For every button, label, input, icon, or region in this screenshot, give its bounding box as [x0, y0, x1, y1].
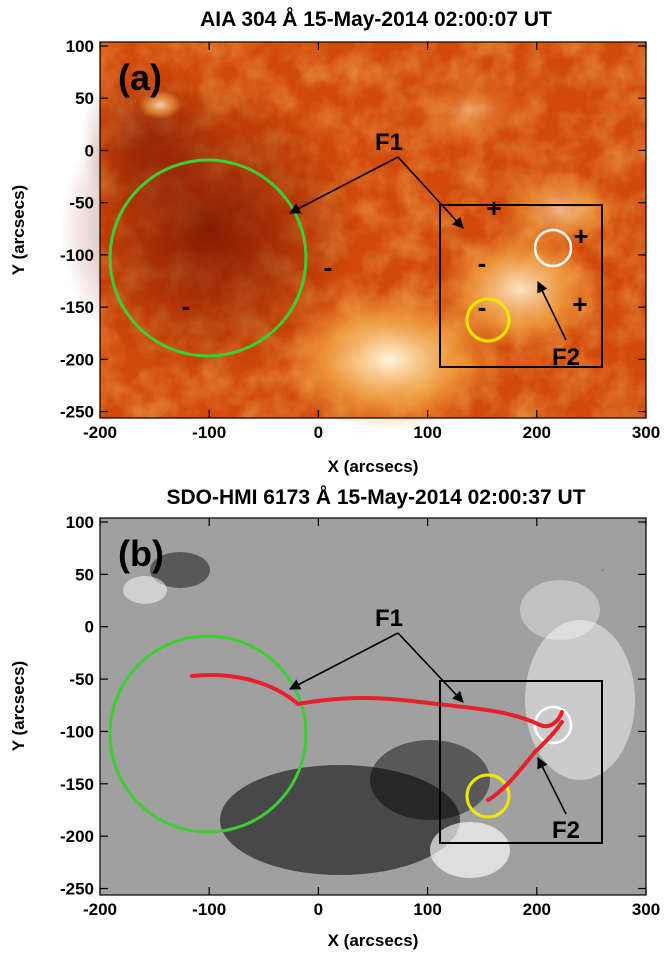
x-tick-label: 200	[523, 900, 551, 919]
panel-a-polarity-pos-2: +	[573, 221, 588, 251]
panel-b-f1-arrow-right	[397, 632, 464, 703]
y-tick-label: 0	[85, 618, 94, 637]
x-tick-label: -200	[83, 423, 117, 442]
panel-b-y-ticks: 100 50 0 -50 -100 -150 -200 -250	[60, 513, 646, 899]
y-tick-label: 100	[66, 513, 94, 532]
panel-b-x-axis-label: X (arcsecs)	[328, 931, 419, 950]
panel-b-filament-f1	[190, 673, 564, 729]
x-tick-label: 0	[314, 900, 323, 919]
panel-a-y-axis-label: Y (arcsecs)	[9, 185, 28, 275]
panel-a-polarity-neg-1: -	[182, 291, 191, 321]
x-tick-label: 100	[413, 423, 441, 442]
y-tick-label: -50	[69, 670, 94, 689]
y-tick-label: -150	[60, 775, 94, 794]
y-tick-label: -250	[60, 880, 94, 899]
y-tick-label: -250	[60, 403, 94, 422]
panel-a-f1-arrow-left	[289, 156, 399, 214]
y-tick-label: -150	[60, 298, 94, 317]
y-tick-label: 50	[75, 565, 94, 584]
x-tick-label: 200	[523, 423, 551, 442]
panel-b-title: SDO-HMI 6173 Å 15-May-2014 02:00:37 UT	[166, 485, 585, 509]
panel-b-f2-arrow	[537, 756, 567, 815]
panel-b-x-ticks: -200 -100 0 100 200 300	[83, 518, 660, 919]
panel-a-f1-arrow-right	[397, 156, 464, 229]
panel-a-f2-arrow	[537, 280, 567, 341]
x-tick-label: 300	[632, 423, 660, 442]
x-tick-label: -200	[83, 900, 117, 919]
y-tick-label: 50	[75, 89, 94, 108]
panel-a: AIA 304 Å 15-May-2014 02:00:07 UT (a) - …	[9, 7, 660, 476]
panel-b-green-circle	[108, 634, 308, 834]
panel-a-polarity-pos-3: +	[572, 289, 587, 319]
panel-a-frame	[99, 41, 647, 419]
panel-b-y-axis-label: Y (arcsecs)	[9, 661, 28, 751]
panel-a-y-ticks: 100 50 0 -50 -100 -150 -200 -250	[60, 37, 646, 422]
panel-a-f2-label: F2	[552, 344, 580, 371]
panel-b-f1-arrow-left	[289, 632, 399, 690]
x-tick-label: -100	[192, 900, 226, 919]
panel-a-white-circle	[533, 228, 573, 268]
y-tick-label: -200	[60, 350, 94, 369]
panel-b-frame	[99, 517, 647, 896]
panel-b-yellow-circle	[465, 773, 511, 819]
panel-b-f1-label: F1	[375, 605, 403, 632]
panel-a-x-ticks: -200 -100 0 100 200 300	[83, 42, 660, 442]
y-tick-label: -50	[69, 194, 94, 213]
panel-b-f2-label: F2	[552, 817, 580, 844]
panel-b-zoom-box	[439, 680, 603, 844]
panel-b-letter: (b)	[118, 533, 164, 574]
panel-a-zoom-box	[439, 204, 603, 368]
y-tick-label: -200	[60, 827, 94, 846]
panel-a-letter: (a)	[118, 57, 162, 98]
y-tick-label: 100	[66, 37, 94, 56]
x-tick-label: 300	[632, 900, 660, 919]
panel-a-title: AIA 304 Å 15-May-2014 02:00:07 UT	[200, 7, 552, 31]
panel-a-polarity-neg-4: -	[478, 292, 487, 322]
x-tick-label: 0	[314, 423, 323, 442]
x-tick-label: -100	[192, 423, 226, 442]
panel-a-polarity-neg-2: -	[324, 252, 333, 282]
panel-b: SDO-HMI 6173 Å 15-May-2014 02:00:37 UT (…	[9, 485, 660, 950]
y-tick-label: -100	[60, 722, 94, 741]
panel-a-polarity-neg-3: -	[478, 248, 487, 278]
panel-a-yellow-circle	[465, 297, 511, 343]
y-tick-label: -100	[60, 246, 94, 265]
panel-a-green-circle	[108, 158, 308, 358]
panel-a-polarity-pos-1: +	[486, 193, 501, 223]
panel-b-filament-f2	[486, 720, 564, 802]
y-tick-label: 0	[85, 141, 94, 160]
panel-a-x-axis-label: X (arcsecs)	[328, 457, 419, 476]
x-tick-label: 100	[413, 900, 441, 919]
panel-a-f1-label: F1	[375, 129, 403, 156]
panel-b-white-circle	[533, 705, 573, 745]
panel-a-image	[60, 42, 646, 430]
